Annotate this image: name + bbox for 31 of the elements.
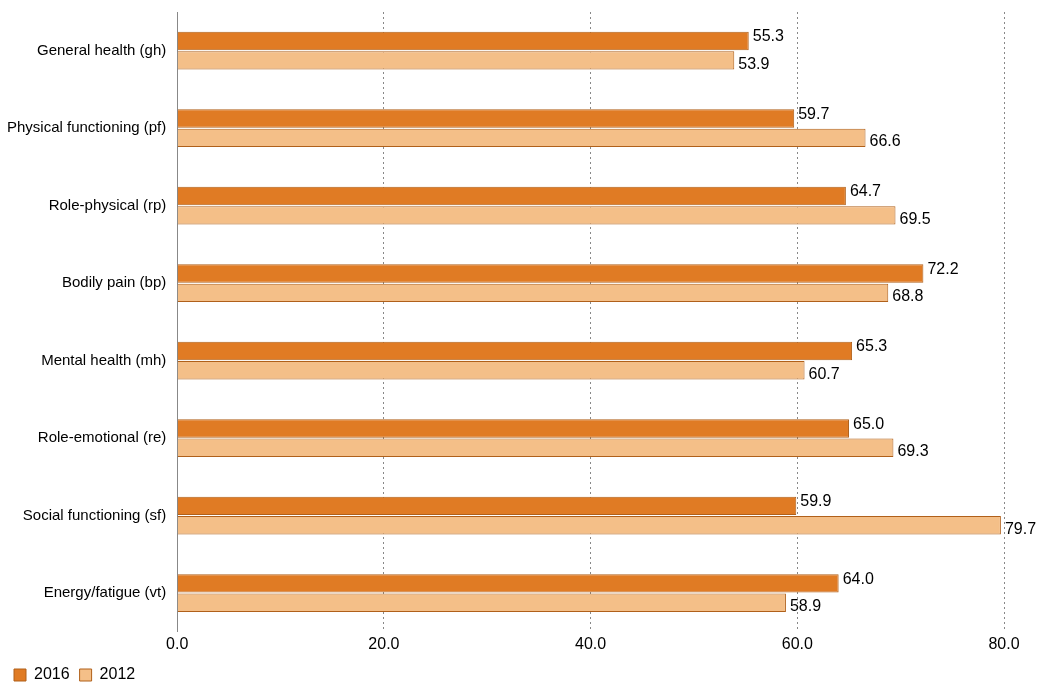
- y-tick-label: General health (gh): [36, 40, 167, 58]
- y-tick-label: Physical functioning (pf): [6, 118, 167, 136]
- data-label: 72.2: [927, 259, 959, 277]
- x-tick-label: 0.0: [166, 634, 189, 652]
- y-tick-label: Energy/fatigue (vt): [43, 583, 167, 601]
- y-tick-label: Social functioning (sf): [22, 505, 167, 523]
- y-tick-label: Mental health (mh): [41, 350, 167, 368]
- y-tick-label: Bodily pain (bp): [62, 273, 167, 291]
- data-label: 59.7: [798, 104, 830, 122]
- y-tick-label: Role-physical (rp): [48, 195, 167, 213]
- legend-label: 2012: [99, 665, 136, 683]
- x-tick-label: 60.0: [781, 634, 813, 652]
- data-label: 58.9: [789, 597, 822, 615]
- legend-label: 2016: [34, 665, 70, 683]
- data-label: 65.3: [856, 337, 888, 355]
- data-label: 66.6: [869, 132, 901, 150]
- data-label: 59.9: [800, 492, 832, 510]
- x-tick-label: 20.0: [368, 634, 400, 652]
- data-label: 69.5: [899, 209, 931, 227]
- data-label: 68.8: [892, 287, 924, 305]
- data-label: 64.7: [849, 182, 882, 200]
- data-label: 60.7: [808, 364, 840, 382]
- data-label: 79.7: [1004, 519, 1037, 537]
- x-tick-label: 40.0: [575, 634, 607, 652]
- data-label: 65.0: [852, 414, 885, 432]
- data-label: 53.9: [738, 54, 770, 72]
- data-label: 64.0: [842, 569, 874, 587]
- data-label: 69.3: [897, 442, 929, 460]
- x-tick-label: 80.0: [988, 634, 1020, 652]
- y-tick-label: Role-emotional (re): [37, 428, 167, 446]
- data-label: 55.3: [752, 27, 784, 45]
